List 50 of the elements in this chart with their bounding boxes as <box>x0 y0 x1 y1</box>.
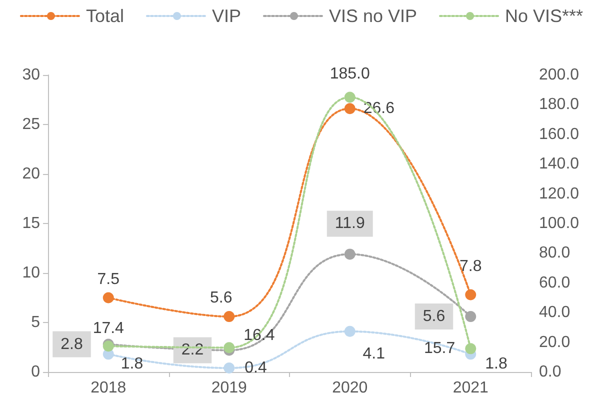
y-tick-label: 25 <box>22 116 40 133</box>
y2-tick-label: 0.0 <box>539 364 562 380</box>
data-label: 4.1 <box>362 345 386 362</box>
data-label: 5.6 <box>422 308 446 326</box>
x-tick-label: 2019 <box>211 380 248 396</box>
legend-label: No VIS*** <box>505 6 584 26</box>
point <box>344 92 356 103</box>
x-tick-label: 2018 <box>90 380 126 396</box>
y-tick-label: 20 <box>22 166 40 182</box>
data-label: 1.8 <box>485 356 508 373</box>
data-label: 0.4 <box>244 360 267 377</box>
data-label: 1.8 <box>120 356 144 373</box>
y2-tick-label: 120.0 <box>539 185 580 202</box>
y-tick-label: 0 <box>31 364 40 380</box>
data-label: 11.9 <box>334 215 365 232</box>
legend-label: Total <box>86 6 124 26</box>
point <box>465 343 476 354</box>
point <box>465 311 476 322</box>
point <box>102 292 114 304</box>
data-label: 7.5 <box>97 270 120 288</box>
data-label: 2.8 <box>60 336 83 353</box>
y2-tick-label: 160.0 <box>539 126 580 143</box>
y2-tick-label: 100.0 <box>539 215 580 232</box>
y2-tick-label: 140.0 <box>539 156 580 173</box>
point <box>224 311 235 322</box>
x-tick-label: 2020 <box>332 380 368 396</box>
data-label: 7.8 <box>460 258 482 275</box>
point <box>344 248 356 260</box>
data-label: 15.7 <box>424 340 456 358</box>
y2-tick-label: 60.0 <box>539 274 570 292</box>
point <box>344 326 356 337</box>
legend-label: VIS no VIP <box>328 6 418 26</box>
y2-tick-label: 40.0 <box>539 304 570 322</box>
y2-tick-label: 20.0 <box>539 334 570 351</box>
point <box>344 103 356 114</box>
data-label: 5.6 <box>210 290 232 307</box>
y-tick-label: 15 <box>22 215 40 232</box>
y2-tick-label: 80.0 <box>539 244 570 262</box>
y2-tick-label: 180.0 <box>539 96 580 114</box>
point <box>224 342 235 354</box>
point <box>224 362 235 374</box>
data-label: 185.0 <box>330 65 370 82</box>
y-tick-label: 30 <box>22 66 40 84</box>
legend-label: VIP <box>212 6 241 26</box>
y-tick-label: 10 <box>22 264 40 282</box>
x-tick-label: 2021 <box>452 380 489 396</box>
y-tick-label: 5 <box>31 314 40 331</box>
data-label: 17.4 <box>92 320 124 338</box>
point <box>465 289 476 300</box>
y2-tick-label: 200.0 <box>539 66 580 84</box>
